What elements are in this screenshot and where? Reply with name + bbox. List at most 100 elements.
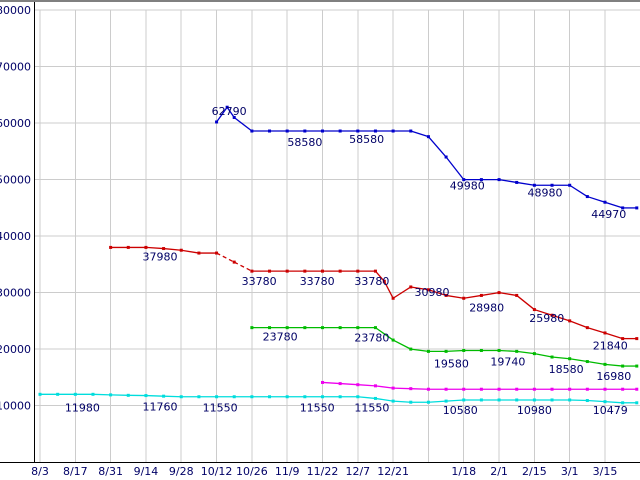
- blue-price-line-marker: [603, 200, 607, 204]
- data-label: 23780: [354, 332, 389, 345]
- red-price-line-segment: [463, 294, 482, 299]
- cyan-price-line-marker: [303, 395, 307, 399]
- cyan-price-line-marker: [568, 398, 572, 402]
- cyan-price-line-marker: [356, 395, 360, 399]
- blue-price-line-marker: [635, 206, 639, 210]
- red-price-line-marker: [109, 245, 113, 249]
- blue-price-line-marker: [426, 135, 430, 139]
- cyan-price-line-segment: [446, 399, 464, 402]
- cyan-price-line-marker: [373, 396, 377, 400]
- cyan-price-line-marker: [38, 392, 42, 396]
- green-price-line-segment: [604, 363, 623, 367]
- cyan-price-line-marker: [215, 395, 219, 399]
- data-label: 58580: [349, 133, 384, 146]
- green-price-line-marker: [320, 326, 324, 330]
- data-label: 19580: [434, 357, 469, 370]
- data-label: 21840: [593, 340, 628, 353]
- red-price-line-marker: [479, 293, 483, 297]
- blue-price-line-marker: [515, 180, 519, 184]
- magenta-price-line-marker: [532, 387, 536, 391]
- blue-price-line-segment: [410, 130, 429, 138]
- red-price-line-segment: [383, 281, 394, 299]
- cyan-price-line-segment: [145, 394, 164, 397]
- data-label: 58580: [287, 136, 322, 149]
- cyan-price-line-marker: [73, 392, 77, 396]
- red-price-line-segment: [181, 249, 200, 254]
- green-price-line-segment: [375, 327, 394, 341]
- green-price-line-segment: [410, 348, 429, 353]
- magenta-price-line-segment: [322, 381, 341, 385]
- red-price-line-segment: [145, 246, 164, 250]
- cyan-price-line-marker: [338, 395, 342, 399]
- green-price-line-marker: [550, 355, 554, 359]
- blue-price-line-marker: [391, 129, 395, 133]
- data-label: 10479: [593, 404, 628, 417]
- cyan-price-line-segment: [428, 400, 447, 403]
- blue-price-line-marker: [225, 105, 229, 109]
- cyan-price-line-marker: [144, 394, 148, 398]
- red-price-line-segment: [428, 289, 447, 297]
- x-tick-label: 9/28: [169, 465, 194, 478]
- cyan-price-line-marker: [603, 400, 607, 404]
- y-tick-label: 50000: [0, 174, 31, 187]
- blue-price-line-marker: [215, 120, 219, 124]
- blue-price-line-segment: [604, 201, 623, 209]
- y-tick-label: 70000: [0, 61, 31, 74]
- red-price-line-marker: [373, 269, 377, 273]
- data-label: 19740: [490, 355, 525, 368]
- green-price-line-segment: [551, 356, 570, 360]
- red-price-line-marker: [603, 331, 607, 335]
- x-tick-label: 9/14: [134, 465, 159, 478]
- x-tick-label: 11/22: [307, 465, 339, 478]
- magenta-price-line-marker: [479, 387, 483, 391]
- data-label: 62790: [212, 105, 247, 118]
- red-price-line-marker: [444, 293, 448, 297]
- data-label: 48980: [527, 186, 562, 199]
- cyan-price-line-marker: [162, 394, 166, 398]
- red-price-line-marker: [635, 337, 639, 341]
- blue-price-line-marker: [373, 129, 377, 133]
- blue-price-line-segment: [233, 116, 253, 132]
- magenta-price-line-marker: [568, 387, 572, 391]
- blue-price-line-marker: [585, 195, 589, 199]
- red-price-line-marker: [568, 319, 572, 323]
- green-price-line-segment: [587, 360, 606, 366]
- data-label: 33780: [354, 275, 389, 288]
- green-price-line-marker: [444, 349, 448, 353]
- red-price-line-segment: [534, 308, 553, 316]
- green-price-line-marker: [391, 338, 395, 342]
- red-price-line-marker: [532, 308, 536, 312]
- cyan-price-line-marker: [268, 395, 272, 399]
- magenta-price-line-segment: [357, 384, 376, 387]
- data-label: 11980: [65, 401, 100, 414]
- blue-price-line-segment: [569, 184, 588, 198]
- data-label: 10980: [517, 404, 552, 417]
- cyan-price-line-segment: [375, 397, 394, 402]
- cyan-price-line-marker: [444, 399, 448, 403]
- red-price-line-segment: [587, 327, 606, 334]
- red-price-line-marker: [162, 247, 166, 251]
- x-tick-label: 3/15: [593, 465, 618, 478]
- magenta-price-line-segment: [410, 388, 429, 390]
- cyan-price-line-marker: [56, 392, 60, 396]
- cyan-price-line-marker: [250, 395, 254, 399]
- blue-price-line-segment: [516, 181, 535, 186]
- red-price-line-segment: [410, 286, 429, 291]
- data-label: 49980: [450, 180, 485, 193]
- blue-price-line-marker: [462, 178, 466, 182]
- cyan-price-line-marker: [197, 395, 201, 399]
- y-tick-label: 60000: [0, 117, 31, 130]
- cyan-price-line-marker: [462, 398, 466, 402]
- green-price-line-marker: [268, 326, 272, 330]
- magenta-price-line-segment: [375, 385, 394, 389]
- blue-price-line-marker: [303, 129, 307, 133]
- green-price-line-segment: [446, 349, 464, 353]
- data-label: 23780: [263, 331, 298, 344]
- red-price-line-segment: [216, 252, 235, 263]
- blue-price-line-marker: [550, 183, 554, 187]
- red-price-line-segment: [604, 332, 623, 340]
- cyan-price-line-segment: [92, 393, 111, 396]
- magenta-price-line-marker: [338, 382, 342, 386]
- red-price-line-segment: [551, 314, 570, 322]
- magenta-price-line-marker: [621, 387, 625, 391]
